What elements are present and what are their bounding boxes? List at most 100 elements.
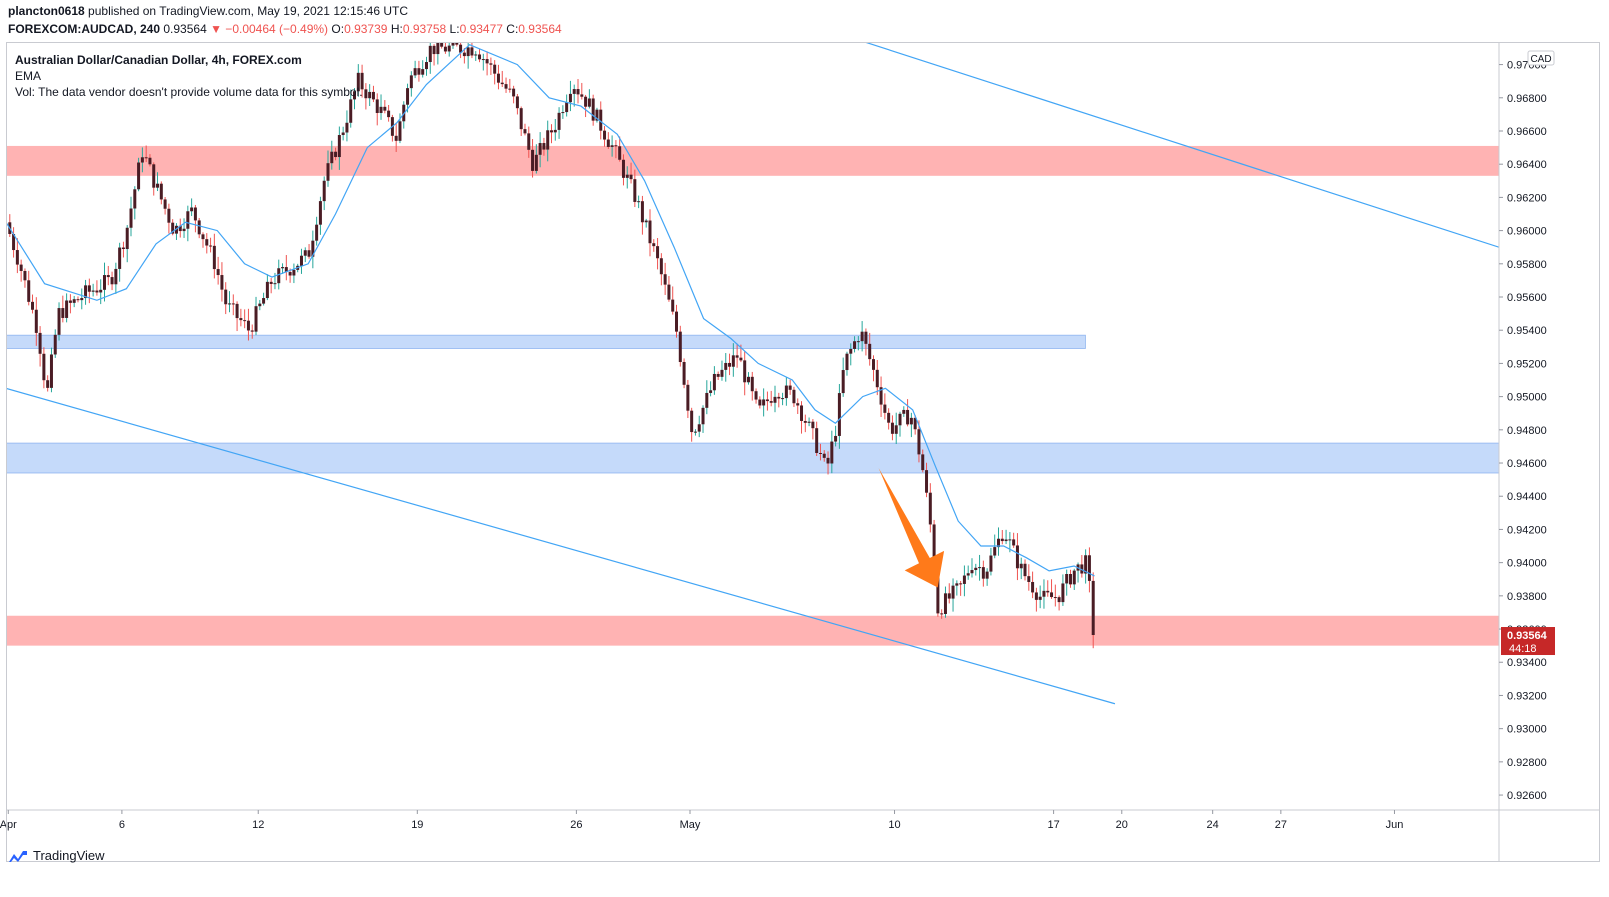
resistance-zone-3	[6, 615, 1499, 646]
candle-body	[970, 570, 974, 574]
y-tick-label: 0.92800	[1507, 757, 1547, 769]
annotation-arrow	[878, 468, 945, 588]
y-tick-label: 0.95800	[1507, 259, 1547, 271]
candle-body	[334, 151, 338, 158]
candle-body	[1031, 581, 1035, 593]
candle-body	[629, 174, 633, 180]
candle-body	[746, 376, 750, 383]
candle-body	[87, 285, 91, 292]
volume-note: Vol: The data vendor doesn't provide vol…	[15, 85, 363, 99]
candle-body	[212, 245, 216, 270]
candle-body	[205, 239, 209, 246]
candle-body	[1019, 563, 1023, 569]
candle-body	[773, 396, 777, 403]
candle-body	[1061, 583, 1065, 603]
candle-body	[837, 393, 841, 436]
candle-body	[553, 129, 557, 133]
candle-body	[34, 309, 38, 333]
candle-body	[542, 143, 546, 150]
candle-body	[209, 245, 213, 247]
candle-body	[856, 341, 860, 343]
candle-body	[265, 281, 269, 299]
candle-body	[1023, 563, 1027, 577]
candle-body	[811, 421, 815, 429]
candle-body	[413, 68, 417, 76]
bar-countdown: 44:18	[1509, 643, 1537, 655]
candle-body	[76, 299, 80, 301]
candle-body	[663, 274, 667, 285]
candle-body	[784, 385, 788, 399]
x-tick-label: 20	[1116, 819, 1128, 831]
last-price: 0.93564	[163, 22, 207, 36]
x-tick-label: 10	[888, 819, 900, 831]
price-axis: 0.926000.928000.930000.932000.934000.936…	[1498, 43, 1555, 862]
candle-body	[459, 44, 463, 53]
candle-body	[292, 269, 296, 276]
candle-body	[591, 98, 595, 121]
currency-label: CAD	[1530, 54, 1551, 65]
candle-body	[163, 199, 167, 209]
candle-body	[341, 132, 345, 136]
candle-body	[493, 64, 497, 74]
candle-body	[121, 247, 125, 250]
symbol-label: FOREXCOM:AUDCAD, 240	[8, 22, 161, 36]
candle-body	[95, 290, 99, 293]
candle-body	[496, 73, 500, 83]
candle-body	[871, 359, 875, 370]
candle-body	[356, 72, 360, 92]
candle-body	[557, 112, 561, 130]
candle-body	[940, 613, 944, 615]
candle-body	[148, 157, 152, 165]
candle-body	[546, 130, 550, 150]
candle-body	[966, 573, 970, 576]
candle-body	[243, 320, 247, 322]
candle-body	[246, 320, 250, 331]
candle-body	[273, 283, 277, 285]
high-label: H:	[390, 22, 403, 36]
candle-body	[406, 88, 410, 105]
candle-body	[65, 300, 69, 318]
candle-body	[1012, 539, 1016, 546]
candle-body	[515, 96, 519, 109]
candle-body	[519, 108, 523, 130]
candle-body	[239, 318, 243, 321]
plot-area	[6, 43, 1499, 705]
candle-body	[1084, 555, 1088, 574]
low-label: L:	[449, 22, 460, 36]
candle-body	[989, 555, 993, 572]
candle-body	[936, 571, 940, 614]
candle-body	[224, 289, 228, 305]
candle-body	[868, 343, 872, 360]
candle-body	[277, 268, 281, 284]
candle-body	[1046, 590, 1050, 593]
footer-brand[interactable]: TradingView	[8, 848, 105, 863]
candle-body	[118, 247, 122, 269]
x-tick-label: Apr	[0, 819, 17, 831]
candle-body	[762, 399, 766, 406]
candle-body	[368, 91, 372, 99]
candle-body	[428, 45, 432, 63]
price-change: ▼ −0.00464 (−0.49%)	[210, 22, 329, 36]
candle-body	[735, 355, 739, 358]
candle-body	[538, 143, 542, 155]
candle-body	[595, 109, 599, 121]
tradingview-logo-icon	[9, 850, 27, 862]
candle-body	[788, 385, 792, 390]
candle-body	[447, 45, 451, 52]
candle-body	[288, 272, 292, 276]
candle-body	[568, 93, 572, 103]
author-name[interactable]: plancton0618	[8, 4, 85, 18]
candle-body	[875, 369, 879, 388]
candle-body	[1091, 580, 1095, 636]
candle-body	[394, 135, 398, 141]
publish-info: plancton0618 published on TradingView.co…	[8, 4, 408, 18]
y-tick-label: 0.94800	[1507, 425, 1547, 437]
candle-body	[228, 303, 232, 305]
candle-body	[398, 121, 402, 141]
candle-body	[534, 154, 538, 171]
y-tick-label: 0.94200	[1507, 524, 1547, 536]
candle-body	[898, 413, 902, 426]
chart-frame	[6, 42, 1600, 862]
ema-label[interactable]: EMA	[15, 69, 42, 83]
